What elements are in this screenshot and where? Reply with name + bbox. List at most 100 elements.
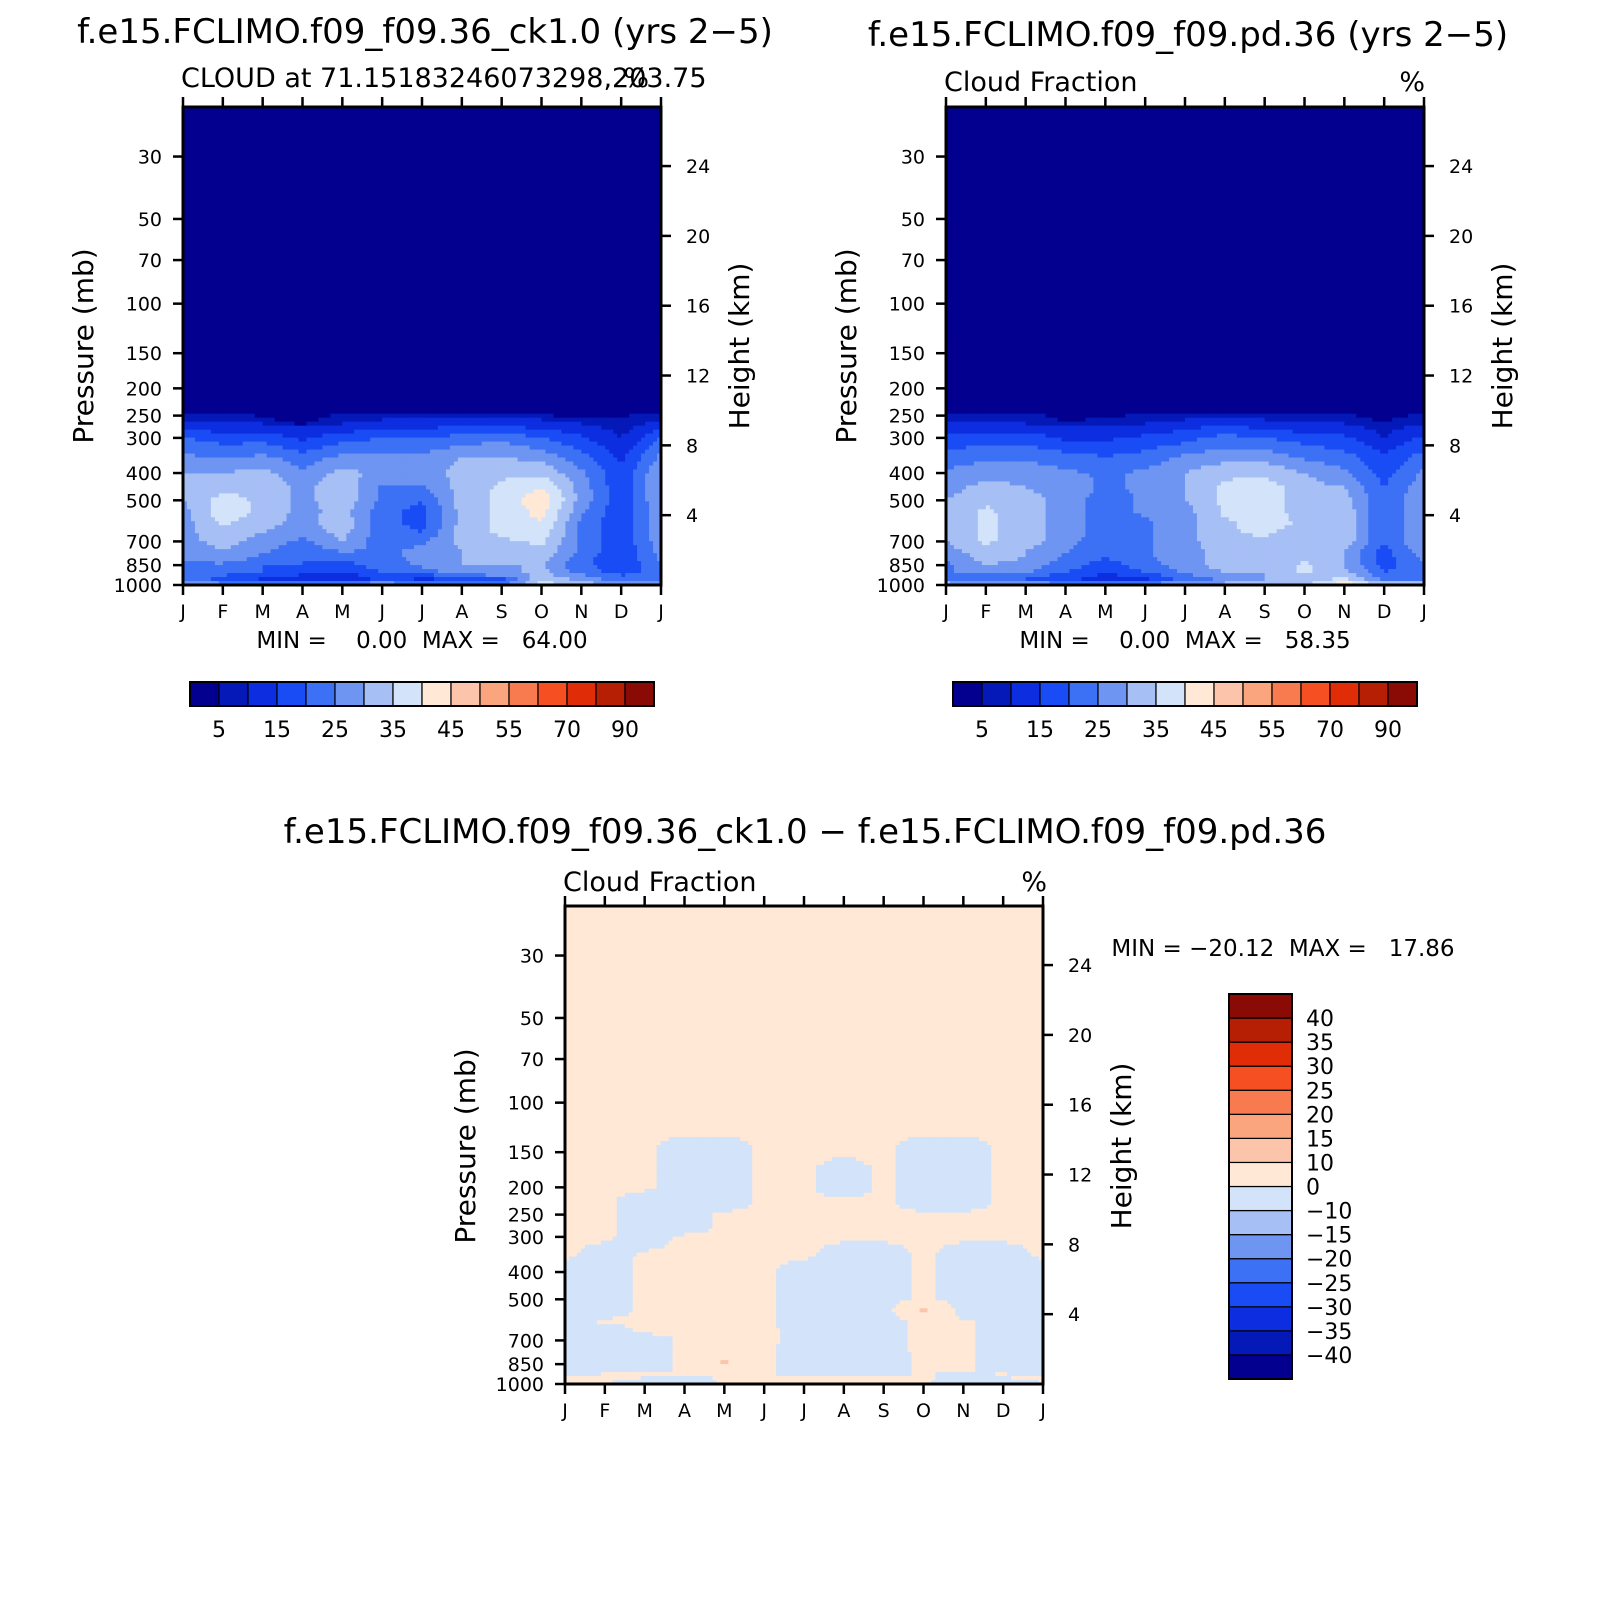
- contour-cell: [510, 127, 515, 132]
- contour-cell: [597, 119, 602, 124]
- contour-cell: [219, 131, 224, 136]
- contour-cell: [617, 131, 622, 136]
- contour-cell: [478, 135, 483, 140]
- contour-cell: [637, 131, 642, 136]
- contour-cell: [382, 127, 387, 132]
- contour-cell: [597, 123, 602, 128]
- contour-cell: [271, 135, 276, 140]
- contour-cell: [569, 111, 574, 116]
- contour-cell: [251, 123, 256, 128]
- contour-cell: [494, 119, 499, 124]
- contour-cell: [621, 127, 626, 132]
- contour-cell: [534, 123, 539, 128]
- contour-cell: [370, 135, 375, 140]
- contour-cell: [203, 123, 208, 128]
- contour-cell: [314, 135, 319, 140]
- contour-cell: [649, 123, 654, 128]
- contour-cell: [577, 111, 582, 116]
- contour-cell: [382, 139, 387, 144]
- contour-cell: [458, 131, 463, 136]
- contour-cell: [402, 139, 407, 144]
- contour-cell: [526, 127, 531, 132]
- contour-cell: [474, 119, 479, 124]
- contour-cell: [577, 127, 582, 132]
- contour-cell: [637, 111, 642, 116]
- contour-cell: [406, 127, 411, 132]
- contour-cell: [490, 127, 495, 132]
- contour-cell: [641, 127, 646, 132]
- contour-cell: [235, 115, 240, 120]
- contour-cell: [466, 115, 471, 120]
- contour-cell: [199, 139, 204, 144]
- contour-cell: [470, 131, 475, 136]
- contour-cell: [279, 123, 284, 128]
- contour-cell: [231, 111, 236, 116]
- contour-cell: [617, 119, 622, 124]
- contour-cell: [382, 123, 387, 128]
- contour-cell: [542, 115, 547, 120]
- contour-cell: [314, 111, 319, 116]
- contour-cell: [358, 111, 363, 116]
- contour-cell: [390, 131, 395, 136]
- contour-cell: [338, 123, 343, 128]
- contour-cell: [358, 131, 363, 136]
- contour-cell: [370, 115, 375, 120]
- contour-cell: [362, 127, 367, 132]
- contour-cell: [211, 111, 216, 116]
- contour-cell: [187, 115, 192, 120]
- contour-cell: [330, 139, 335, 144]
- contour-cell: [326, 139, 331, 144]
- contour-cell: [502, 119, 507, 124]
- contour-cell: [239, 115, 244, 120]
- contour-cell: [291, 119, 296, 124]
- contour-cell: [514, 123, 519, 128]
- contour-cell: [398, 115, 403, 120]
- contour-cell: [609, 119, 614, 124]
- contour-cell: [310, 123, 315, 128]
- contour-cell: [482, 111, 487, 116]
- contour-cell: [438, 127, 443, 132]
- contour-cell: [414, 135, 419, 140]
- contour-cell: [295, 111, 300, 116]
- contour-cell: [545, 131, 550, 136]
- contour-cell: [306, 123, 311, 128]
- contour-cell: [637, 135, 642, 140]
- contour-cell: [386, 111, 391, 116]
- contour-cell: [597, 131, 602, 136]
- contour-cell: [306, 131, 311, 136]
- contour-cell: [605, 119, 610, 124]
- contour-cell: [478, 131, 483, 136]
- contour-cell: [350, 119, 355, 124]
- contour-cell: [653, 135, 658, 140]
- contour-cell: [279, 135, 284, 140]
- contour-cell: [430, 131, 435, 136]
- contour-cell: [350, 111, 355, 116]
- contour-cell: [609, 131, 614, 136]
- contour-cell: [462, 135, 467, 140]
- contour-cell: [410, 139, 415, 144]
- contour-cell: [235, 131, 240, 136]
- contour-cell: [569, 123, 574, 128]
- contour-cell: [609, 123, 614, 128]
- contour-cell: [573, 127, 578, 132]
- contour-cell: [466, 127, 471, 132]
- contour-cell: [438, 111, 443, 116]
- contour-cell: [534, 135, 539, 140]
- contour-cell: [601, 131, 606, 136]
- contour-cell: [338, 135, 343, 140]
- contour-cell: [518, 135, 523, 140]
- contour-cell: [382, 135, 387, 140]
- contour-cell: [601, 123, 606, 128]
- contour-cell: [557, 127, 562, 132]
- contour-cell: [593, 123, 598, 128]
- contour-cell: [613, 131, 618, 136]
- contour-cell: [215, 127, 220, 132]
- contour-cell: [330, 111, 335, 116]
- contour-cell: [239, 119, 244, 124]
- contour-cell: [557, 135, 562, 140]
- contour-cell: [283, 115, 288, 120]
- contour-cell: [342, 135, 347, 140]
- contour-cell: [573, 131, 578, 136]
- contour-cell: [450, 111, 455, 116]
- contour-cell: [653, 131, 658, 136]
